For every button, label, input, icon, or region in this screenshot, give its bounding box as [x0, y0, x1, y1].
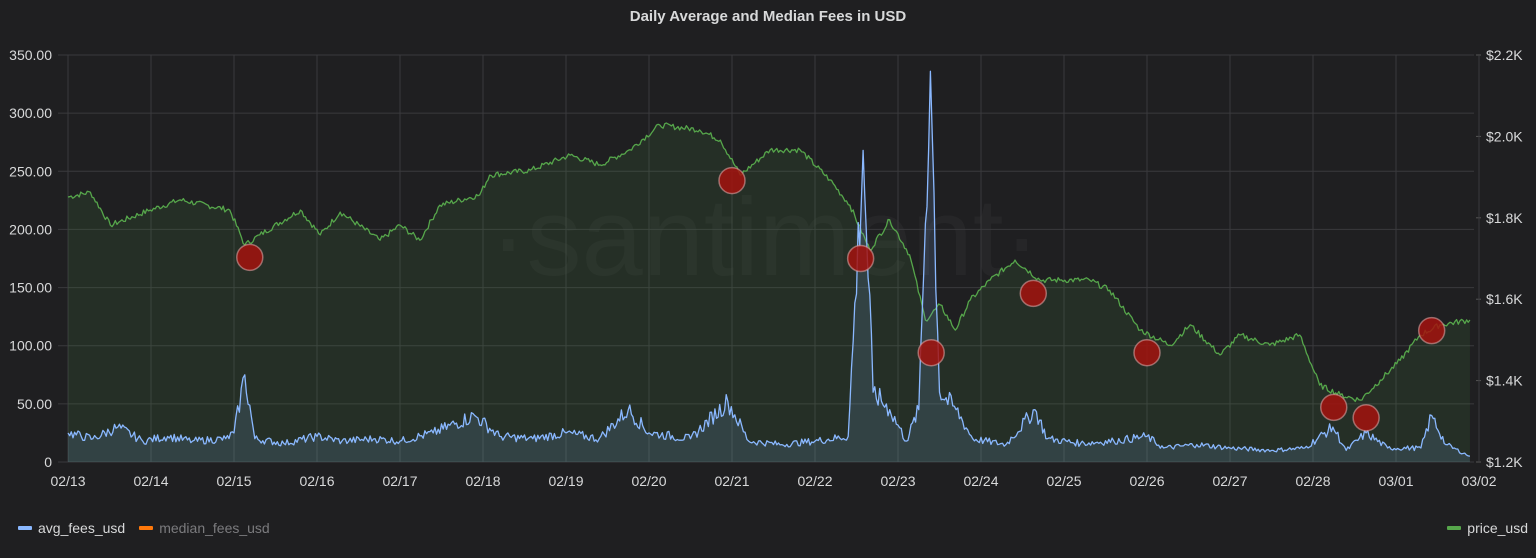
legend-label: price_usd [1467, 520, 1528, 536]
series-line-price_usd [67, 122, 1471, 403]
x-tick-label: 02/18 [465, 473, 500, 489]
legend-item-avg-fees[interactable]: avg_fees_usd [18, 520, 125, 536]
x-tick-label: 02/26 [1129, 473, 1164, 489]
x-tick-label: 02/23 [880, 473, 915, 489]
y-right-tick-label: $1.2K [1486, 454, 1523, 470]
legend-right: price_usd [1447, 520, 1528, 536]
chart-title: Daily Average and Median Fees in USD [629, 8, 907, 25]
x-tick-label: 02/20 [631, 473, 666, 489]
y-right-tick-label: $2.0K [1486, 128, 1523, 144]
x-tick-label: 02/24 [963, 473, 998, 489]
y-left-tick-label: 350.00 [9, 47, 52, 63]
y-left-tick-label: 0 [44, 454, 52, 470]
annotation-marker [1133, 338, 1161, 367]
legend-item-median-fees[interactable]: median_fees_usd [139, 520, 270, 536]
x-tick-label: 02/21 [714, 473, 749, 489]
y-right-tick-label: $1.6K [1486, 291, 1523, 307]
x-tick-label: 02/27 [1212, 473, 1247, 489]
legend-item-price[interactable]: price_usd [1447, 520, 1528, 536]
x-tick-label: 02/15 [216, 473, 251, 489]
x-tick-label: 02/14 [133, 473, 168, 489]
series-line-avg_fees_usd [67, 70, 1471, 457]
annotation-marker [846, 244, 875, 273]
legend-label: median_fees_usd [159, 520, 270, 536]
annotation-marker [1019, 279, 1048, 308]
y-right-tick-label: $1.4K [1486, 373, 1523, 389]
series-area-price_usd [68, 123, 1470, 462]
annotation-marker [1352, 404, 1380, 432]
y-left-tick-label: 100.00 [9, 338, 52, 354]
annotation-marker [917, 338, 945, 367]
x-tick-label: 02/16 [299, 473, 334, 489]
y-left-tick-label: 150.00 [9, 280, 52, 296]
annotation-marker [1417, 316, 1446, 345]
x-tick-label: 02/28 [1295, 473, 1330, 489]
y-right-tick-label: $2.2K [1486, 47, 1523, 63]
x-tick-label: 03/01 [1378, 473, 1413, 489]
x-tick-label: 02/13 [50, 473, 85, 489]
x-tick-label: 02/19 [548, 473, 583, 489]
legend-label: avg_fees_usd [38, 520, 126, 536]
legend-swatch [1447, 526, 1462, 530]
y-left-tick-label: 250.00 [9, 163, 52, 179]
x-tick-label: 02/25 [1046, 473, 1081, 489]
x-tick-label: 02/17 [382, 473, 417, 489]
legend-swatch [139, 526, 154, 530]
annotation-marker [236, 243, 264, 272]
y-left-tick-label: 50.00 [17, 396, 52, 412]
x-tick-label: 03/02 [1461, 473, 1496, 489]
annotation-marker [1320, 393, 1348, 422]
y-left-tick-label: 300.00 [9, 105, 52, 121]
x-tick-label: 02/22 [797, 473, 832, 489]
y-right-tick-label: $1.8K [1486, 210, 1523, 226]
legend-swatch [18, 526, 32, 530]
y-left-tick-label: 200.00 [9, 221, 52, 237]
legend-left: avg_fees_usd median_fees_usd [18, 520, 284, 536]
annotation-marker [718, 166, 746, 195]
